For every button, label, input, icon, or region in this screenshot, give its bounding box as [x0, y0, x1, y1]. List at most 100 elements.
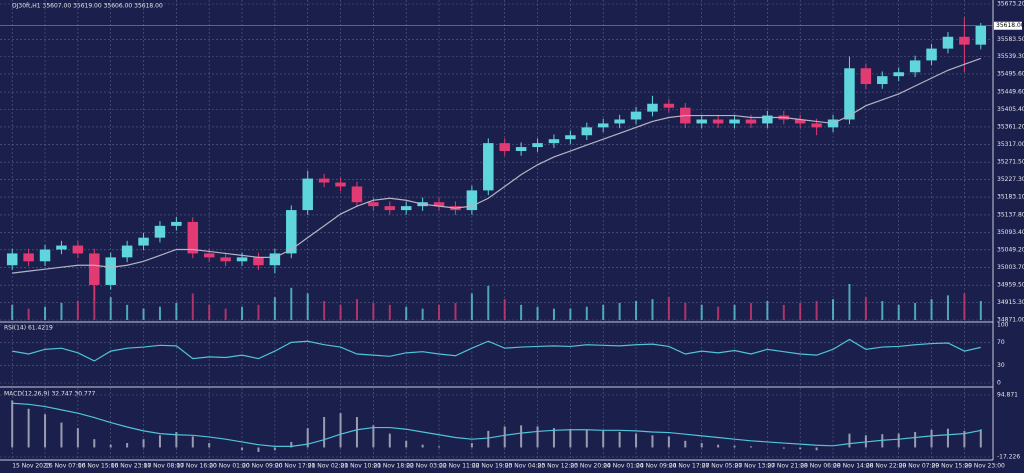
candle-body [926, 48, 937, 61]
candle-body [515, 147, 527, 152]
volume-bar [487, 285, 490, 320]
volume-bar [914, 302, 917, 320]
volume-bar [536, 306, 539, 320]
macd-bar [914, 431, 917, 448]
macd-bar [487, 430, 490, 448]
volume-bar [815, 301, 818, 320]
x-tick-label: 28 Nov 06:00 [800, 463, 841, 470]
candle-body [696, 119, 707, 124]
candle-body [532, 143, 543, 148]
candle-body [909, 60, 921, 73]
x-tick-label: 29 Nov 23:00 [964, 463, 1005, 470]
y-tick-label: 34915.30 [997, 299, 1024, 306]
x-tick-label: 16 Nov 15:00 [78, 463, 119, 470]
volume-bar [438, 304, 441, 320]
volume-bar [979, 301, 982, 320]
volume-bar [109, 297, 112, 320]
volume-bar [93, 285, 96, 320]
macd-bar [684, 440, 687, 448]
y-tick-label: 35583.50 [997, 36, 1024, 43]
x-tick-label: 28 Nov 14:00 [833, 463, 874, 470]
volume-bar [832, 299, 835, 320]
volume-bar [799, 302, 802, 320]
candle-body [302, 178, 313, 211]
macd-bar [667, 436, 670, 448]
volume-bar [864, 297, 867, 320]
macd-bar [126, 443, 129, 448]
volume-bar [585, 306, 588, 320]
last-price-box [994, 21, 1022, 30]
x-tick-label: 21 Nov 02:00 [308, 463, 349, 470]
y-tick-label: 35449.60 [997, 89, 1024, 96]
macd-bar [76, 428, 79, 448]
volume-bar [273, 297, 276, 320]
volume-bar [405, 306, 408, 320]
candle-body [203, 253, 215, 258]
candle-body [712, 119, 724, 124]
candle-body [105, 257, 116, 285]
candle-body [384, 206, 396, 211]
x-tick-label: 27 Nov 21:00 [767, 463, 808, 470]
candle-body [6, 253, 18, 266]
chart-title: DJ30ft,H1 35607.00 35619.00 35606.00 356… [12, 3, 163, 10]
volume-bar [520, 304, 523, 320]
y-tick-label: 35539.30 [997, 53, 1024, 60]
volume-bar [717, 306, 720, 320]
y-tick-label: 35183.10 [997, 194, 1024, 201]
macd-bar [635, 433, 638, 448]
x-tick-label: 27 Nov 05:00 [702, 463, 743, 470]
macd-bar [897, 433, 900, 448]
rsi-line [12, 338, 981, 362]
x-tick-label: 21 Nov 18:00 [373, 463, 414, 470]
y-tick-label: 100 [997, 322, 1009, 329]
macd-bar [388, 433, 391, 448]
macd-bar [241, 447, 244, 451]
macd-bar [602, 430, 605, 448]
macd-bar [552, 428, 555, 448]
macd-bar [405, 440, 408, 448]
y-tick-label: 35495.60 [997, 70, 1024, 77]
macd-bar [339, 413, 342, 448]
candle-body [942, 36, 954, 49]
x-tick-label: 15 Nov 2023 [12, 463, 51, 470]
macd-bar [109, 444, 112, 448]
candle-body [400, 206, 412, 211]
macd-bar [323, 417, 326, 448]
candle-body [253, 257, 264, 266]
y-tick-label: 35227.30 [997, 176, 1024, 183]
macd-bar [618, 431, 621, 448]
x-tick-label: 24 Nov 09:00 [636, 463, 677, 470]
volume-bar [323, 301, 326, 320]
volume-bar [158, 306, 161, 320]
candle-body [220, 257, 231, 262]
candle-body [762, 115, 773, 124]
volume-bar [897, 304, 900, 320]
rsi-title: RSI(14) 61.4219 [4, 325, 53, 332]
x-tick-label: 23 Nov 20:00 [570, 463, 611, 470]
volume-bar [257, 304, 260, 320]
x-tick-label: 29 Nov 07:00 [899, 463, 940, 470]
macd-bar [946, 428, 949, 448]
macd-bar [60, 422, 63, 448]
volume-bar [930, 299, 933, 320]
y-tick-label: 35049.20 [997, 246, 1024, 253]
volume-bar [470, 293, 473, 320]
volume-bar [126, 304, 129, 320]
volume-bar [175, 302, 178, 320]
y-tick-label: 35093.40 [997, 229, 1024, 236]
macd-bar [585, 429, 588, 448]
y-tick-label: -17.226 [997, 454, 1020, 461]
volume-bar [454, 302, 457, 320]
x-tick-label: 23 Nov 12:00 [538, 463, 579, 470]
candle-body [647, 103, 658, 112]
candle-body [860, 68, 872, 85]
candle-body [811, 123, 822, 128]
macd-bar [438, 446, 441, 448]
macd-bar [848, 433, 851, 448]
candle-body [630, 111, 642, 120]
y-tick-label: 35137.80 [997, 211, 1024, 218]
y-tick-label: 70 [997, 339, 1005, 346]
candle-body [499, 143, 510, 152]
macd-bar [191, 436, 194, 448]
macd-bar [11, 400, 14, 448]
